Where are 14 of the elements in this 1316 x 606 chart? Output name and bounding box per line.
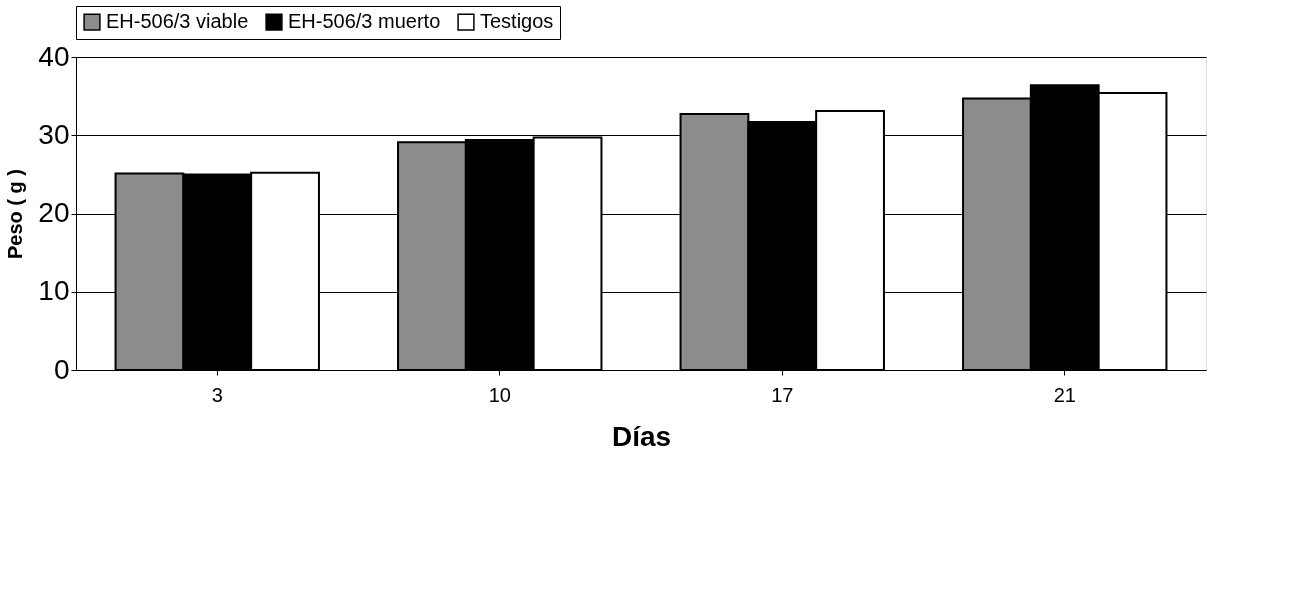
legend-label: EH-506/3 muerto xyxy=(288,10,441,33)
x-tick-label: 3 xyxy=(211,383,223,406)
y-tick-label: 40 xyxy=(38,40,70,72)
y-tick-label: 30 xyxy=(38,118,70,150)
y-tick-label: 10 xyxy=(38,275,70,307)
x-tick-label: 17 xyxy=(771,383,794,406)
legend-label: Testigos xyxy=(480,10,554,33)
y-tick-label: 0 xyxy=(53,353,70,385)
legend-label: EH-506/3 viable xyxy=(106,10,249,33)
x-tick-label: 21 xyxy=(1053,383,1076,406)
y-axis-title: Peso ( g ) xyxy=(4,168,27,260)
x-axis-title: Días xyxy=(611,420,672,452)
y-tick-label: 20 xyxy=(38,197,70,228)
x-tick-label: 10 xyxy=(488,383,511,406)
